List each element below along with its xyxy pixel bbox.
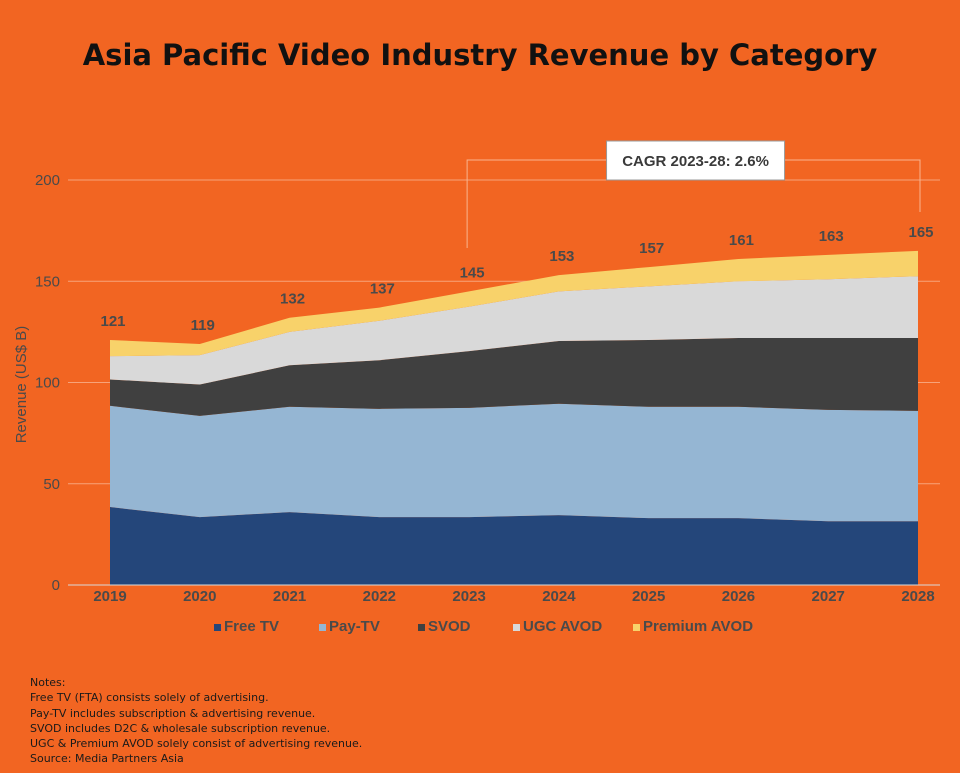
legend-swatch xyxy=(418,624,425,631)
total-label: 119 xyxy=(191,317,215,334)
legend: Free TV Pay-TV SVOD UGC AVOD Premium AVOD xyxy=(214,618,753,635)
cagr-box xyxy=(606,140,786,181)
stacked-areas xyxy=(110,250,918,585)
total-label: 132 xyxy=(280,291,305,308)
area-free-tv xyxy=(110,507,918,585)
note-svod: SVOD includes D2C & wholesale subscripti… xyxy=(30,721,331,735)
legend-label: Premium AVOD xyxy=(643,618,753,635)
total-label: 153 xyxy=(549,248,574,265)
notes: Notes: Free TV (FTA) consists solely of … xyxy=(30,675,362,767)
x-tick-label: 2022 xyxy=(363,588,396,605)
total-label: 163 xyxy=(819,228,844,245)
total-label: 165 xyxy=(908,224,933,241)
x-tick-label: 2019 xyxy=(93,588,126,605)
chart-title: Asia Pacific Video Industry Revenue by C… xyxy=(82,38,878,72)
x-tick-label: 2025 xyxy=(632,588,665,605)
legend-label: UGC AVOD xyxy=(523,618,602,635)
note-source: Source: Media Partners Asia xyxy=(30,752,184,766)
legend-swatch xyxy=(214,624,221,631)
total-label: 121 xyxy=(100,313,125,330)
area-premium-avod xyxy=(110,250,918,357)
x-tick-label: 2028 xyxy=(901,588,934,605)
note-avod: UGC & Premium AVOD solely consist of adv… xyxy=(30,737,363,751)
y-axis-title: Revenue (US$ B) xyxy=(13,326,30,444)
legend-label: SVOD xyxy=(428,618,471,635)
legend-swatch xyxy=(513,624,520,631)
legend-label: Pay-TV xyxy=(329,618,380,635)
note-pay-tv: Pay-TV includes subscription & advertisi… xyxy=(30,706,316,720)
axes: 2019 2020 2021 2022 2023 2024 2025 2026 2027 2028… xyxy=(13,326,940,605)
y-tick-label: 150 xyxy=(35,273,60,290)
area-pay-tv xyxy=(110,403,918,522)
area-svod xyxy=(110,337,918,416)
note-free-tv: Free TV (FTA) consists solely of adverti… xyxy=(30,691,269,705)
cagr-annotation: CAGR 2023-28: 2.6% xyxy=(466,140,921,248)
x-tick-label: 2027 xyxy=(812,588,845,605)
legend-label: Free TV xyxy=(224,618,279,635)
total-label: 137 xyxy=(370,281,395,298)
x-tick-label: 2026 xyxy=(722,588,755,605)
x-tick-label: 2024 xyxy=(542,588,576,605)
cagr-text: CAGR 2023-28: 2.6% xyxy=(622,153,769,170)
y-tick-label: 0 xyxy=(52,577,60,594)
x-tick-label: 2021 xyxy=(273,588,306,605)
total-label: 145 xyxy=(460,264,485,281)
y-tick-label: 100 xyxy=(35,375,60,392)
total-label: 157 xyxy=(639,240,664,257)
area-ugc-avod xyxy=(110,276,918,385)
x-tick-label: 2023 xyxy=(452,588,485,605)
legend-swatch xyxy=(319,624,326,631)
x-tick-label: 2020 xyxy=(183,588,216,605)
total-label: 161 xyxy=(729,232,754,249)
total-labels: 121 119 132 137 145 153 157 161 163 165 xyxy=(100,224,933,334)
y-tick-label: 200 xyxy=(35,172,60,189)
notes-heading: Notes: xyxy=(30,676,66,689)
legend-swatch xyxy=(633,624,640,631)
y-tick-label: 50 xyxy=(43,476,60,493)
